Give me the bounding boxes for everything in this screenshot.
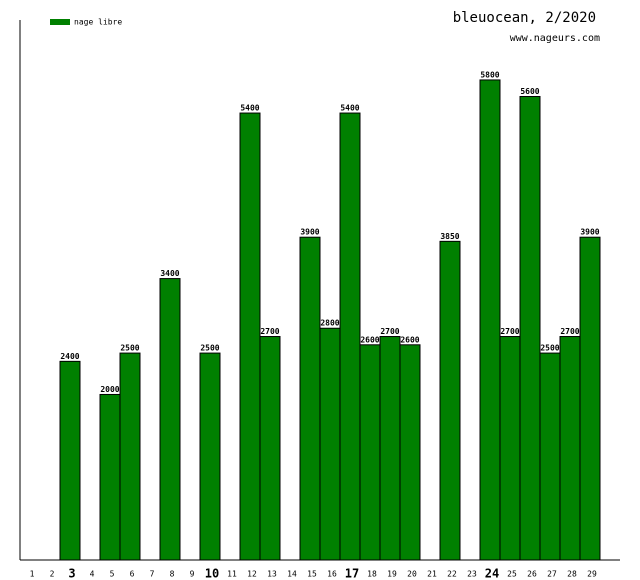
value-label: 2700: [380, 327, 399, 336]
value-label: 2400: [60, 352, 79, 361]
x-tick-label: 1: [30, 570, 35, 579]
x-tick-label: 7: [150, 570, 155, 579]
x-tick-label: 14: [287, 570, 297, 579]
bar: [499, 336, 521, 561]
value-label: 2500: [120, 344, 139, 353]
bar: [539, 352, 561, 561]
legend-swatch: [50, 19, 70, 25]
value-label: 2000: [100, 385, 119, 394]
bar: [59, 360, 81, 561]
x-tick-label: 10: [205, 567, 219, 580]
x-tick-label: 5: [110, 570, 115, 579]
x-tick-label: 28: [567, 570, 577, 579]
bar: [359, 344, 381, 561]
bar: [319, 327, 341, 561]
bar: [159, 278, 181, 561]
legend-label: nage libre: [74, 18, 122, 27]
x-tick-label: 22: [447, 570, 457, 579]
value-label: 5600: [520, 87, 539, 96]
x-tick-label: 25: [507, 570, 517, 579]
x-tick-label: 6: [130, 570, 135, 579]
x-tick-label: 20: [407, 570, 417, 579]
bar: [199, 352, 221, 561]
x-tick-label: 26: [527, 570, 537, 579]
x-tick-label: 3: [68, 567, 75, 580]
x-tick-label: 11: [227, 570, 237, 579]
bar: [479, 79, 501, 561]
bar: [119, 352, 141, 561]
bar: [99, 393, 121, 561]
bar: [519, 95, 541, 561]
x-tick-label: 24: [485, 567, 499, 580]
x-tick-label: 8: [170, 570, 175, 579]
value-label: 5400: [240, 104, 259, 113]
bar: [259, 336, 281, 561]
x-tick-label: 23: [467, 570, 477, 579]
bar: [379, 336, 401, 561]
value-label: 3850: [440, 232, 459, 241]
value-label: 2500: [200, 344, 219, 353]
bar: [559, 336, 581, 561]
chart-subtitle: www.nageurs.com: [510, 33, 600, 44]
bar: [579, 236, 601, 561]
x-tick-label: 17: [345, 567, 359, 580]
value-label: 5800: [480, 70, 499, 79]
x-tick-label: 21: [427, 570, 437, 579]
value-label: 3900: [300, 228, 319, 237]
x-tick-label: 15: [307, 570, 317, 579]
value-label: 5400: [340, 104, 359, 113]
value-label: 2800: [320, 319, 339, 328]
value-label: 2700: [560, 327, 579, 336]
bar: [299, 236, 321, 561]
value-label: 3400: [160, 269, 179, 278]
x-tick-label: 4: [90, 570, 95, 579]
bar: [399, 344, 421, 561]
x-tick-label: 29: [587, 570, 597, 579]
bar: [439, 240, 461, 561]
bar: [239, 112, 261, 561]
x-tick-label: 13: [267, 570, 277, 579]
value-label: 2700: [260, 327, 279, 336]
chart-title: bleuocean, 2/2020: [453, 10, 596, 26]
value-label: 2700: [500, 327, 519, 336]
x-tick-label: 19: [387, 570, 397, 579]
value-label: 3900: [580, 228, 599, 237]
x-tick-label: 2: [50, 570, 55, 579]
bar: [339, 112, 361, 561]
value-label: 2600: [400, 335, 419, 344]
value-label: 2600: [360, 335, 379, 344]
x-tick-label: 18: [367, 570, 377, 579]
value-label: 2500: [540, 344, 559, 353]
x-tick-label: 12: [247, 570, 257, 579]
x-tick-label: 16: [327, 570, 337, 579]
x-tick-label: 27: [547, 570, 557, 579]
x-tick-label: 9: [190, 570, 195, 579]
